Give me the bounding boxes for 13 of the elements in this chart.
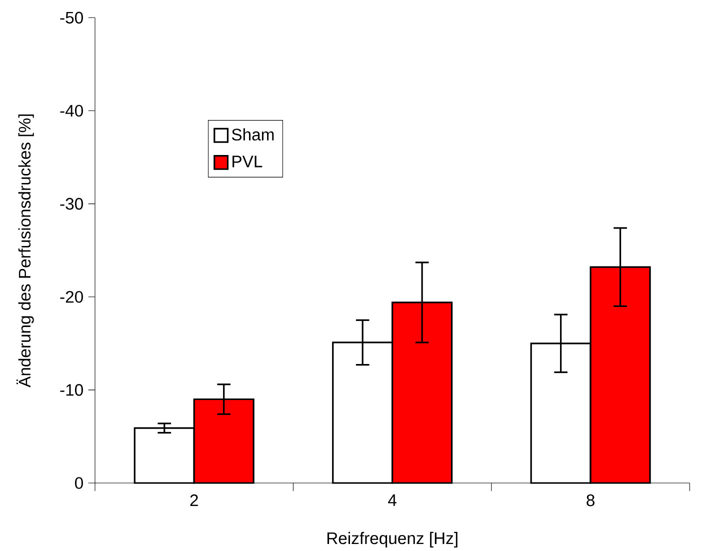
y-tick-label: -30 [60, 198, 83, 210]
y-tick-label: -50 [60, 12, 83, 24]
x-axis-title: Reizfrequenz [Hz] [327, 532, 458, 548]
legend-label: PVL [232, 156, 262, 168]
y-tick-label: 0 [75, 477, 83, 489]
legend-label: Sham [232, 128, 274, 141]
y-tick-label: -20 [60, 290, 83, 303]
x-tick-label: 2 [190, 494, 198, 506]
x-tick-label: 8 [586, 494, 594, 506]
y-axis-title: Änderung des Perfusionsdruckes [%] [16, 114, 34, 388]
x-tick-label: 4 [388, 494, 396, 506]
y-tick-label: -40 [60, 104, 83, 117]
y-tick-label: -10 [60, 384, 83, 396]
